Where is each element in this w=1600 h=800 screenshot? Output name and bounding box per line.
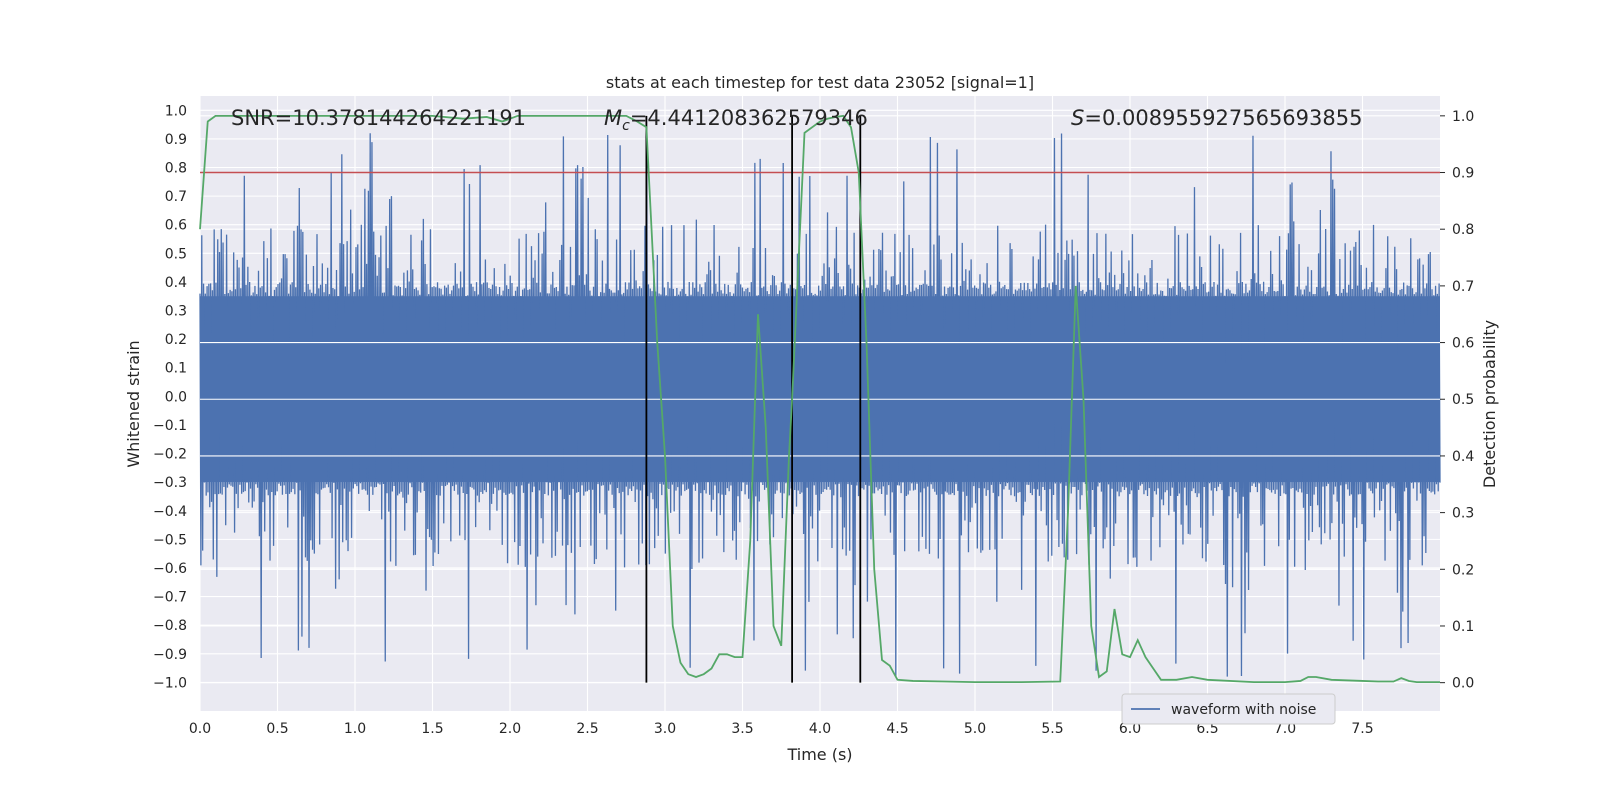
y-tick-label: 0.6 [165, 218, 187, 234]
x-tick-label: 5.5 [1041, 721, 1063, 737]
y-tick-label: −0.1 [153, 418, 187, 434]
y2-tick-label: 0.7 [1452, 279, 1474, 295]
overlay [199, 114, 1440, 683]
y-tick-label: 1.0 [165, 103, 187, 119]
y2-tick-label: 0.1 [1452, 619, 1474, 635]
y2-tick-label: 0.0 [1452, 676, 1474, 692]
x-tick-label: 2.0 [499, 721, 521, 737]
significance-value: =0.008955927565693855 [1084, 106, 1362, 130]
y2-tick-label: 0.9 [1452, 166, 1474, 182]
y-axis-right: 1.0 0.9 0.8 0.7 0.6 0.5 0.4 0.3 0.2 0.1 0.0 [1440, 109, 1474, 692]
x-tick-label: 7.0 [1274, 721, 1296, 737]
x-tick-label: 6.0 [1119, 721, 1141, 737]
y2-tick-label: 0.3 [1452, 506, 1474, 522]
legend-box [1121, 693, 1336, 725]
x-tick-label: 1.0 [344, 721, 366, 737]
chirp-mass-annotation: Mc=4.441208362579346 [604, 106, 868, 134]
snr-annotation: SNR=10.378144264221191 [231, 106, 526, 130]
chirp-mass-subscript: c [622, 118, 630, 134]
y-tick-label: −0.7 [153, 590, 187, 606]
x-tick-label: 0.0 [189, 721, 211, 737]
y-axis-right-label: Detection probability [1480, 320, 1499, 488]
y-tick-label: 0.7 [165, 189, 187, 205]
x-tick-label: 6.5 [1196, 721, 1218, 737]
y2-tick-label: 1.0 [1452, 109, 1474, 125]
x-tick-label: 2.5 [576, 721, 598, 737]
y-tick-label: 0.8 [165, 161, 187, 177]
y-axis-label: Whitened strain [124, 340, 143, 467]
y-axis-left: 1.0 0.9 0.8 0.7 0.6 0.5 0.4 0.3 0.2 0.1 0.0 −0.1 −0.… [153, 103, 187, 691]
y-tick-label: −0.8 [153, 618, 187, 634]
x-axis: 0.0 0.5 1.0 1.5 2.0 2.5 3.0 3.5 4.0 4.5 5.0 5.5 6.0 6… [189, 721, 1374, 737]
y-tick-label: −0.3 [153, 475, 187, 491]
legend: waveform with noise [1121, 693, 1336, 725]
x-tick-label: 3.0 [654, 721, 676, 737]
y-tick-label: 0.5 [165, 246, 187, 262]
significance-annotation: S=0.008955927565693855 [1071, 106, 1362, 130]
y2-tick-label: 0.5 [1452, 392, 1474, 408]
x-tick-label: 5.0 [964, 721, 986, 737]
x-tick-label: 4.5 [886, 721, 908, 737]
y-tick-label: 0.9 [165, 132, 187, 148]
y-tick-label: −0.2 [153, 447, 187, 463]
x-tick-label: 3.5 [731, 721, 753, 737]
y2-tick-label: 0.8 [1452, 222, 1474, 238]
legend-label-waveform: waveform with noise [1171, 702, 1316, 718]
waveform-series [199, 133, 1441, 677]
chart-title: stats at each timestep for test data 230… [606, 73, 1034, 92]
chirp-mass-value: =4.441208362579346 [630, 106, 868, 130]
y-tick-label: −0.9 [153, 647, 187, 663]
y-tick-label: −0.4 [153, 504, 187, 520]
y-tick-label: 0.2 [165, 332, 187, 348]
x-tick-label: 7.5 [1351, 721, 1373, 737]
y-tick-label: −1.0 [153, 675, 187, 691]
y-tick-label: 0.1 [165, 361, 187, 377]
y-tick-label: 0.0 [165, 389, 187, 405]
x-tick-label: 0.5 [266, 721, 288, 737]
detection-probability-line [199, 114, 1440, 683]
x-axis-label: Time (s) [786, 745, 852, 764]
x-tick-label: 1.5 [421, 721, 443, 737]
y-tick-label: −0.6 [153, 561, 187, 577]
chirp-mass-symbol: M [604, 106, 622, 130]
y2-tick-label: 0.4 [1452, 449, 1474, 465]
y-tick-label: −0.5 [153, 532, 187, 548]
y-tick-label: 0.4 [165, 275, 187, 291]
y-tick-label: 0.3 [165, 304, 187, 320]
significance-symbol: S [1071, 106, 1084, 130]
x-tick-label: 4.0 [809, 721, 831, 737]
y2-tick-label: 0.2 [1452, 562, 1474, 578]
y2-tick-label: 0.6 [1452, 336, 1474, 352]
